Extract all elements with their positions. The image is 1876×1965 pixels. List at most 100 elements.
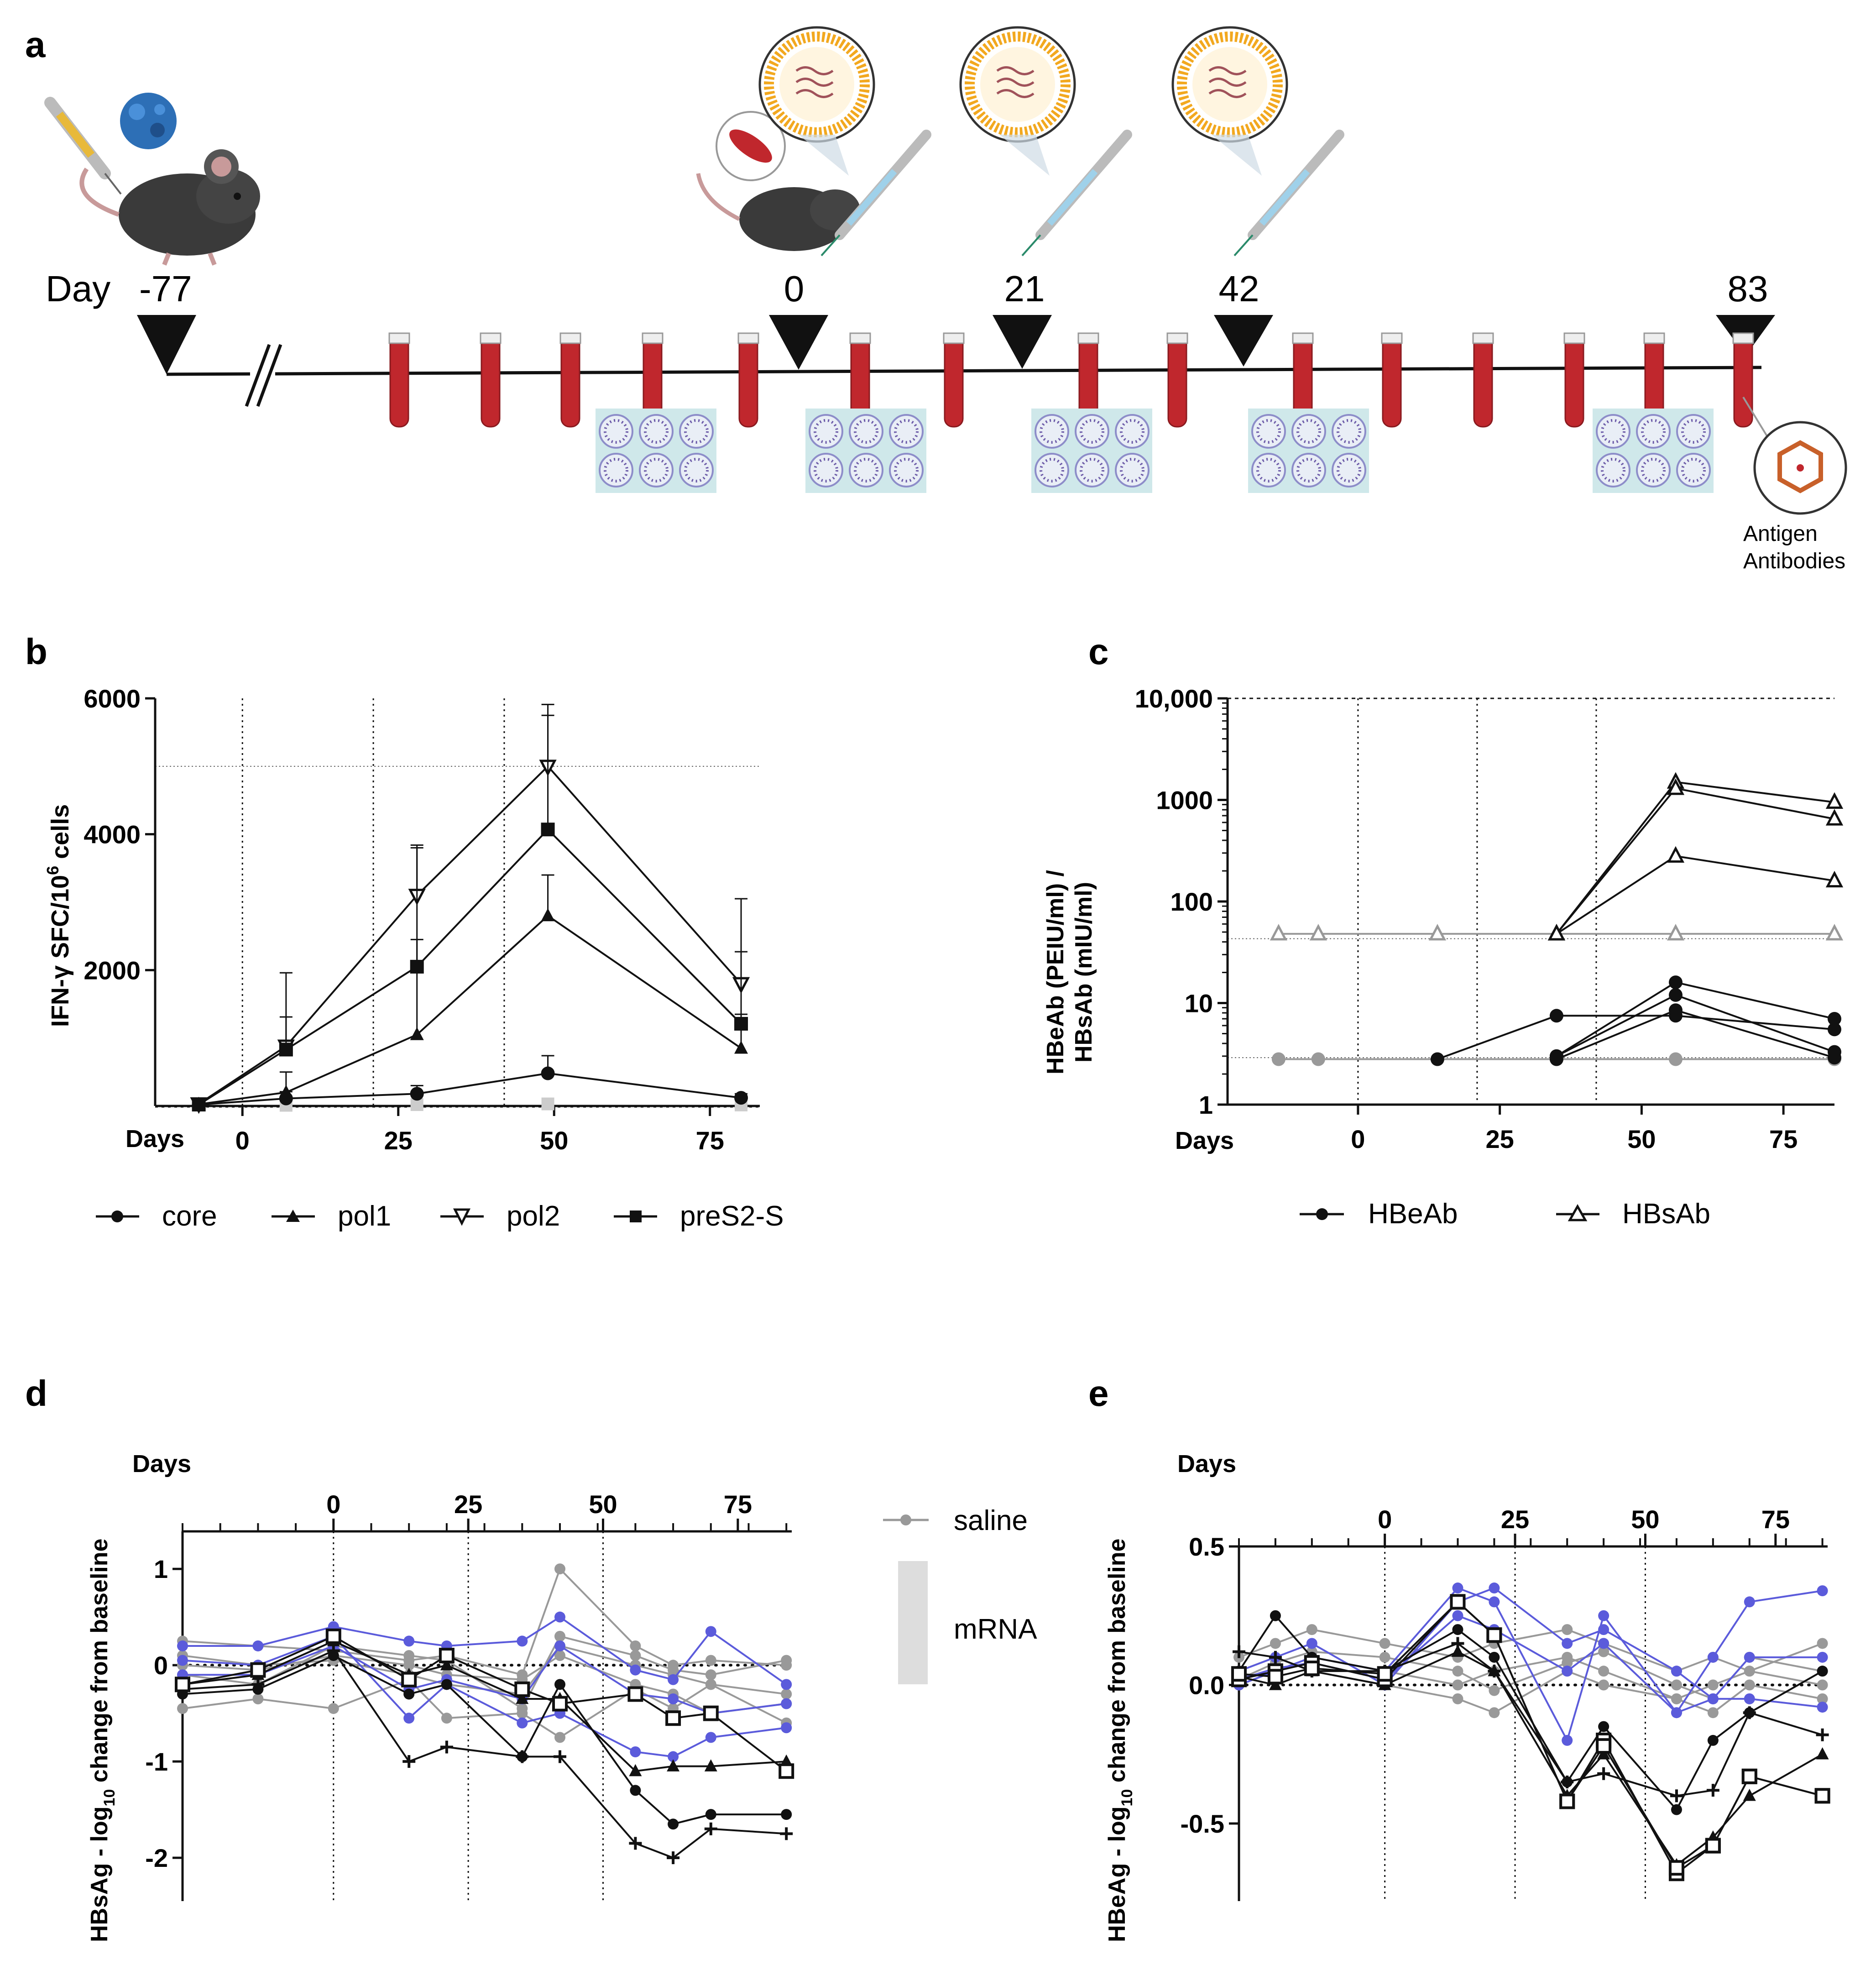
data-point (1668, 975, 1683, 990)
blood-tube-icon (1077, 332, 1099, 428)
data-point (1671, 1707, 1682, 1719)
animal-series (1233, 1645, 1829, 1871)
data-point (401, 1672, 417, 1687)
data-point (704, 1759, 717, 1771)
data-point (1562, 1666, 1573, 1677)
data-point (781, 1722, 792, 1734)
blood-tube-icon (1292, 332, 1314, 428)
data-point (1743, 1706, 1756, 1719)
x-tick-label: 75 (1761, 1505, 1790, 1534)
data-point (1489, 1651, 1500, 1663)
lipid-nanoparticle-icons (758, 26, 1344, 257)
blood-tube-icon (1166, 332, 1188, 428)
data-point (1825, 792, 1844, 809)
data-point (403, 1650, 415, 1661)
blood-tube-icon (388, 332, 410, 428)
data-point (1379, 1651, 1390, 1663)
blood-draw-tubes (388, 332, 1754, 428)
data-point (1670, 1789, 1683, 1803)
data-point (1816, 1728, 1829, 1741)
x-tick-label: 25 (454, 1490, 482, 1519)
data-point (1744, 1666, 1755, 1677)
chart-d-xlabel: Days (132, 1450, 191, 1478)
data-point (1452, 1666, 1463, 1677)
data-point (541, 1066, 555, 1080)
x-tick-label: 25 (1501, 1505, 1529, 1534)
timeline-event-label: -77 (139, 268, 192, 309)
data-point (1671, 1666, 1682, 1677)
animal-series (1233, 1610, 1828, 1815)
data-point (1233, 1645, 1245, 1658)
data-point (1668, 1052, 1683, 1066)
series-line (1437, 1015, 1835, 1060)
animal-series (177, 1650, 792, 1830)
data-point (668, 1818, 679, 1830)
data-point (665, 1710, 681, 1726)
data-point (781, 1655, 792, 1666)
data-point (250, 1662, 266, 1678)
data-point (1450, 1594, 1466, 1610)
svg-text:HBsAb: HBsAb (1622, 1198, 1710, 1230)
data-point (328, 1703, 339, 1714)
mouse-injection-icon (696, 111, 860, 251)
data-point (627, 1686, 643, 1702)
data-point (1267, 1669, 1283, 1685)
data-point (705, 1669, 716, 1681)
data-point (1817, 1651, 1828, 1663)
svg-text:pol1: pol1 (338, 1200, 391, 1232)
data-point (1428, 924, 1447, 941)
data-point (1377, 1666, 1393, 1682)
x-tick-label: 50 (1627, 1125, 1656, 1153)
chart-e-ylabel: HBeAg - log10 change from baseline (1104, 1539, 1136, 1942)
elispot-plate-icon (1248, 409, 1369, 493)
data-point (779, 1763, 794, 1779)
data-point (517, 1703, 528, 1714)
legend-item-pol2: pol2 (440, 1200, 560, 1232)
data-point (1270, 924, 1288, 941)
x-tick-label: 25 (384, 1126, 413, 1155)
data-point (1598, 1624, 1609, 1635)
data-point (1562, 1624, 1573, 1635)
data-point (192, 1098, 206, 1112)
data-point (1744, 1693, 1755, 1704)
data-point (1817, 1638, 1828, 1649)
data-point (440, 1740, 453, 1754)
data-point (1671, 1693, 1682, 1704)
data-point (1311, 1052, 1325, 1066)
data-point (734, 1091, 748, 1105)
data-point (517, 1635, 528, 1647)
data-point (629, 1764, 642, 1776)
data-point (554, 1650, 565, 1661)
data-point (1489, 1582, 1500, 1594)
data-point (1706, 1784, 1719, 1797)
data-point (1828, 1051, 1841, 1065)
data-point (1488, 1664, 1501, 1677)
data-point (252, 1693, 264, 1704)
elispot-plate-icon (805, 409, 926, 493)
y-tick-label: -2 (145, 1844, 168, 1872)
blood-tube-icon (943, 332, 965, 428)
elispot-plate-icon (1593, 409, 1714, 493)
data-point (781, 1679, 792, 1690)
data-point (1667, 924, 1685, 941)
data-point (516, 1692, 529, 1704)
data-point (668, 1751, 679, 1762)
data-point (403, 1688, 415, 1700)
data-point (1825, 809, 1844, 826)
blood-tube-icon (559, 332, 581, 428)
data-point (517, 1751, 528, 1762)
data-point (667, 1851, 680, 1865)
svg-text:preS2-S: preS2-S (680, 1200, 784, 1232)
data-point (514, 1681, 530, 1697)
mouse-icon (79, 149, 260, 266)
data-point (177, 1640, 188, 1651)
data-point (1668, 1860, 1684, 1876)
data-point (1452, 1624, 1463, 1635)
data-point (705, 1732, 716, 1743)
x-tick-label: 0 (1351, 1125, 1365, 1153)
data-point (630, 1785, 641, 1796)
data-point (1744, 1679, 1755, 1691)
y-tick-label: 1 (154, 1555, 168, 1583)
data-point (1825, 924, 1844, 941)
